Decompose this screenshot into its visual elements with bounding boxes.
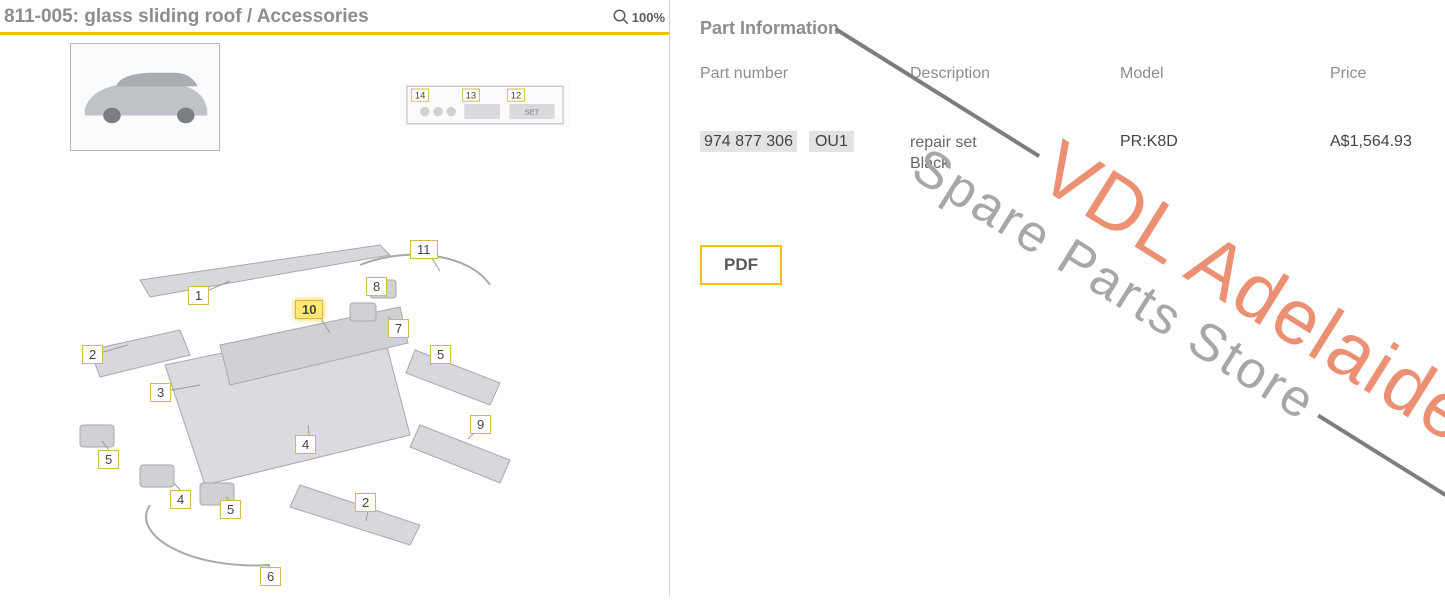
- description-line2: Black: [910, 155, 949, 172]
- callout-7[interactable]: 7: [388, 319, 409, 338]
- svg-text:13: 13: [466, 89, 476, 100]
- callout-11[interactable]: 11: [410, 240, 438, 259]
- callout-4[interactable]: 4: [295, 435, 316, 454]
- col-description: Description: [910, 65, 1120, 83]
- car-icon: [77, 62, 213, 132]
- description-line1: repair set: [910, 134, 977, 151]
- callout-10[interactable]: 10: [295, 300, 323, 319]
- watermark-line2: Spare Parts Store: [902, 136, 1328, 433]
- callout-1[interactable]: 1: [188, 286, 209, 305]
- callout-8[interactable]: 8: [366, 277, 387, 296]
- thumbnail-row: 14 13 12 SET: [70, 43, 669, 151]
- svg-text:12: 12: [511, 89, 521, 100]
- diagram-header: 811-005: glass sliding roof / Accessorie…: [0, 0, 669, 35]
- callout-2[interactable]: 2: [355, 493, 376, 512]
- diagram-svg: [70, 225, 590, 595]
- cell-price: A$1,564.93: [1330, 133, 1415, 151]
- thumbnail-vehicle[interactable]: [70, 43, 220, 151]
- col-model: Model: [1120, 65, 1330, 83]
- zoom-value: 100%: [632, 10, 665, 25]
- callout-9[interactable]: 9: [470, 415, 491, 434]
- info-table-header: Part number Description Model Price: [700, 65, 1415, 83]
- callout-3[interactable]: 3: [150, 383, 171, 402]
- callout-5[interactable]: 5: [220, 500, 241, 519]
- info-table-row: 974 877 306 OU1 repair set Black PR:K8D A…: [700, 133, 1415, 175]
- pdf-button[interactable]: PDF: [700, 245, 782, 285]
- search-icon: [612, 8, 630, 26]
- info-pane: Part Information Part number Description…: [670, 0, 1445, 596]
- svg-text:SET: SET: [525, 107, 540, 116]
- part-number-suffix: OU1: [809, 131, 854, 152]
- cell-part-number[interactable]: 974 877 306 OU1: [700, 133, 910, 151]
- cell-model: PR:K8D: [1120, 133, 1330, 151]
- callout-4[interactable]: 4: [170, 490, 191, 509]
- accessory-icon: 14 13 12 SET: [406, 84, 564, 126]
- exploded-diagram[interactable]: 1 10 8 11 7 5 2 3 9 4 5 2 4 5 6: [70, 225, 600, 595]
- diagram-title: 811-005: glass sliding roof / Accessorie…: [4, 6, 369, 28]
- callout-6[interactable]: 6: [260, 567, 281, 586]
- zoom-control[interactable]: 100%: [612, 8, 665, 26]
- part-number-value: 974 877 306: [700, 131, 797, 152]
- diagram-pane: 811-005: glass sliding roof / Accessorie…: [0, 0, 670, 596]
- svg-text:14: 14: [415, 89, 425, 100]
- section-title: Part Information: [700, 18, 1415, 39]
- callout-5[interactable]: 5: [430, 345, 451, 364]
- watermark: VDL Adelaide Spare Parts Store: [783, 0, 1445, 590]
- callout-2[interactable]: 2: [82, 345, 103, 364]
- callout-5[interactable]: 5: [98, 450, 119, 469]
- col-price: Price: [1330, 65, 1415, 83]
- watermark-rule-right: [1317, 414, 1445, 545]
- col-part-number: Part number: [700, 65, 910, 83]
- app-container: 811-005: glass sliding roof / Accessorie…: [0, 0, 1445, 596]
- cell-description: repair set Black: [910, 133, 1120, 175]
- thumbnail-accessories[interactable]: 14 13 12 SET: [400, 83, 570, 127]
